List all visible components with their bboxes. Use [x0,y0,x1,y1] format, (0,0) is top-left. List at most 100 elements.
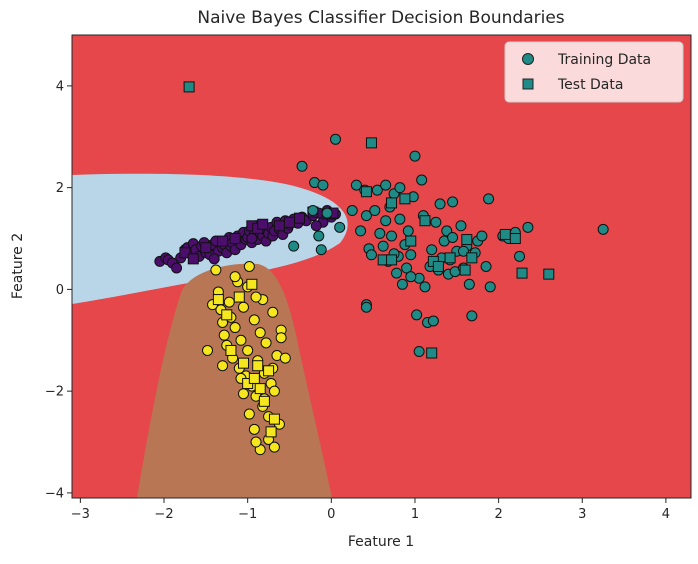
test-point-purple [229,233,241,245]
data-points [154,81,609,456]
y-tick-label: −4 [45,486,64,501]
train-point-teal [394,213,406,225]
train-point-teal [483,193,495,205]
test-point-yellow [265,426,277,438]
x-axis: −3 −2 −1 0 1 2 3 4 [71,498,670,522]
legend-box [504,41,684,103]
train-point-teal [522,221,534,233]
train-point-teal [405,249,417,261]
train-point-yellow [229,322,241,334]
test-point-teal [516,267,528,279]
test-point-yellow [248,372,260,384]
train-point-teal [313,230,325,242]
train-point-teal [315,244,327,256]
test-point-yellow [254,383,266,395]
train-point-teal [377,240,389,252]
train-point-teal [413,345,425,357]
train-point-yellow [202,344,214,356]
train-point-teal [430,216,442,228]
train-point-teal [369,205,381,217]
test-point-teal [509,233,521,245]
train-point-yellow [229,271,241,283]
test-point-yellow [233,291,245,303]
train-point-purple [171,262,183,274]
plot-area [72,35,691,498]
test-point-purple [257,218,269,230]
chart-title: Naive Bayes Classifier Decision Boundari… [197,8,564,28]
train-point-teal [374,227,386,239]
test-point-yellow [252,360,264,372]
y-tick-label: −2 [45,385,64,400]
test-point-purple [217,235,229,247]
train-point-teal [307,205,319,217]
train-point-teal [409,150,421,162]
train-point-yellow [210,264,222,276]
legend: Training Data Test Data [504,41,684,103]
train-point-teal [447,196,459,208]
x-tick-label: 4 [662,507,670,522]
train-point-yellow [243,408,255,420]
train-point-yellow [223,296,235,308]
region-yellow-class [137,263,332,498]
train-point-teal [329,133,341,145]
y-tick-label: 0 [56,283,64,298]
train-point-teal [346,205,358,217]
x-tick-label: 3 [578,507,586,522]
test-point-yellow [246,278,258,290]
test-point-teal [543,268,555,280]
test-point-yellow [258,395,270,407]
train-point-teal [426,244,438,256]
train-point-teal [480,261,492,272]
train-point-teal [514,250,526,262]
region-purple-class [72,173,348,304]
train-point-teal [463,278,475,290]
train-point-teal [391,267,403,279]
train-point-teal [360,210,372,222]
test-point-teal [432,261,444,272]
train-point-teal [484,281,496,293]
train-point-teal [416,174,428,186]
test-point-teal [444,252,456,264]
train-point-teal [317,179,329,191]
test-point-yellow [268,413,280,425]
train-point-yellow [250,436,262,448]
test-point-teal [459,264,471,276]
train-point-teal [394,182,406,194]
train-point-teal [296,160,308,172]
test-point-teal [399,193,411,205]
train-point-yellow [248,423,260,435]
x-tick-label: 2 [494,507,502,522]
test-point-yellow [225,344,237,356]
test-point-purple [294,212,306,224]
train-point-teal [355,225,367,237]
train-point-teal [380,215,392,227]
train-point-teal [386,230,398,242]
train-point-yellow [237,301,249,313]
train-point-teal [396,278,408,290]
test-point-teal [386,197,398,209]
test-point-teal [405,235,417,247]
y-tick-label: 4 [56,79,64,94]
test-point-teal [360,186,372,198]
train-point-yellow [237,388,249,400]
train-point-yellow [260,337,272,349]
train-point-yellow [267,306,279,318]
train-point-yellow [268,385,280,397]
train-point-teal [321,207,333,219]
test-point-teal [461,234,473,246]
test-point-purple [179,247,191,259]
x-axis-label: Feature 1 [348,534,414,550]
y-axis: −4 −2 0 2 4 [45,79,72,501]
train-point-teal [401,262,413,274]
test-point-yellow [212,294,224,306]
x-tick-label: −2 [154,507,173,522]
y-tick-label: 2 [56,181,64,196]
plot-frame [71,34,692,499]
train-point-yellow [248,314,260,326]
legend-square-marker [522,78,534,90]
train-point-yellow [217,360,229,372]
x-tick-label: 0 [327,507,335,522]
train-point-teal [405,271,417,283]
